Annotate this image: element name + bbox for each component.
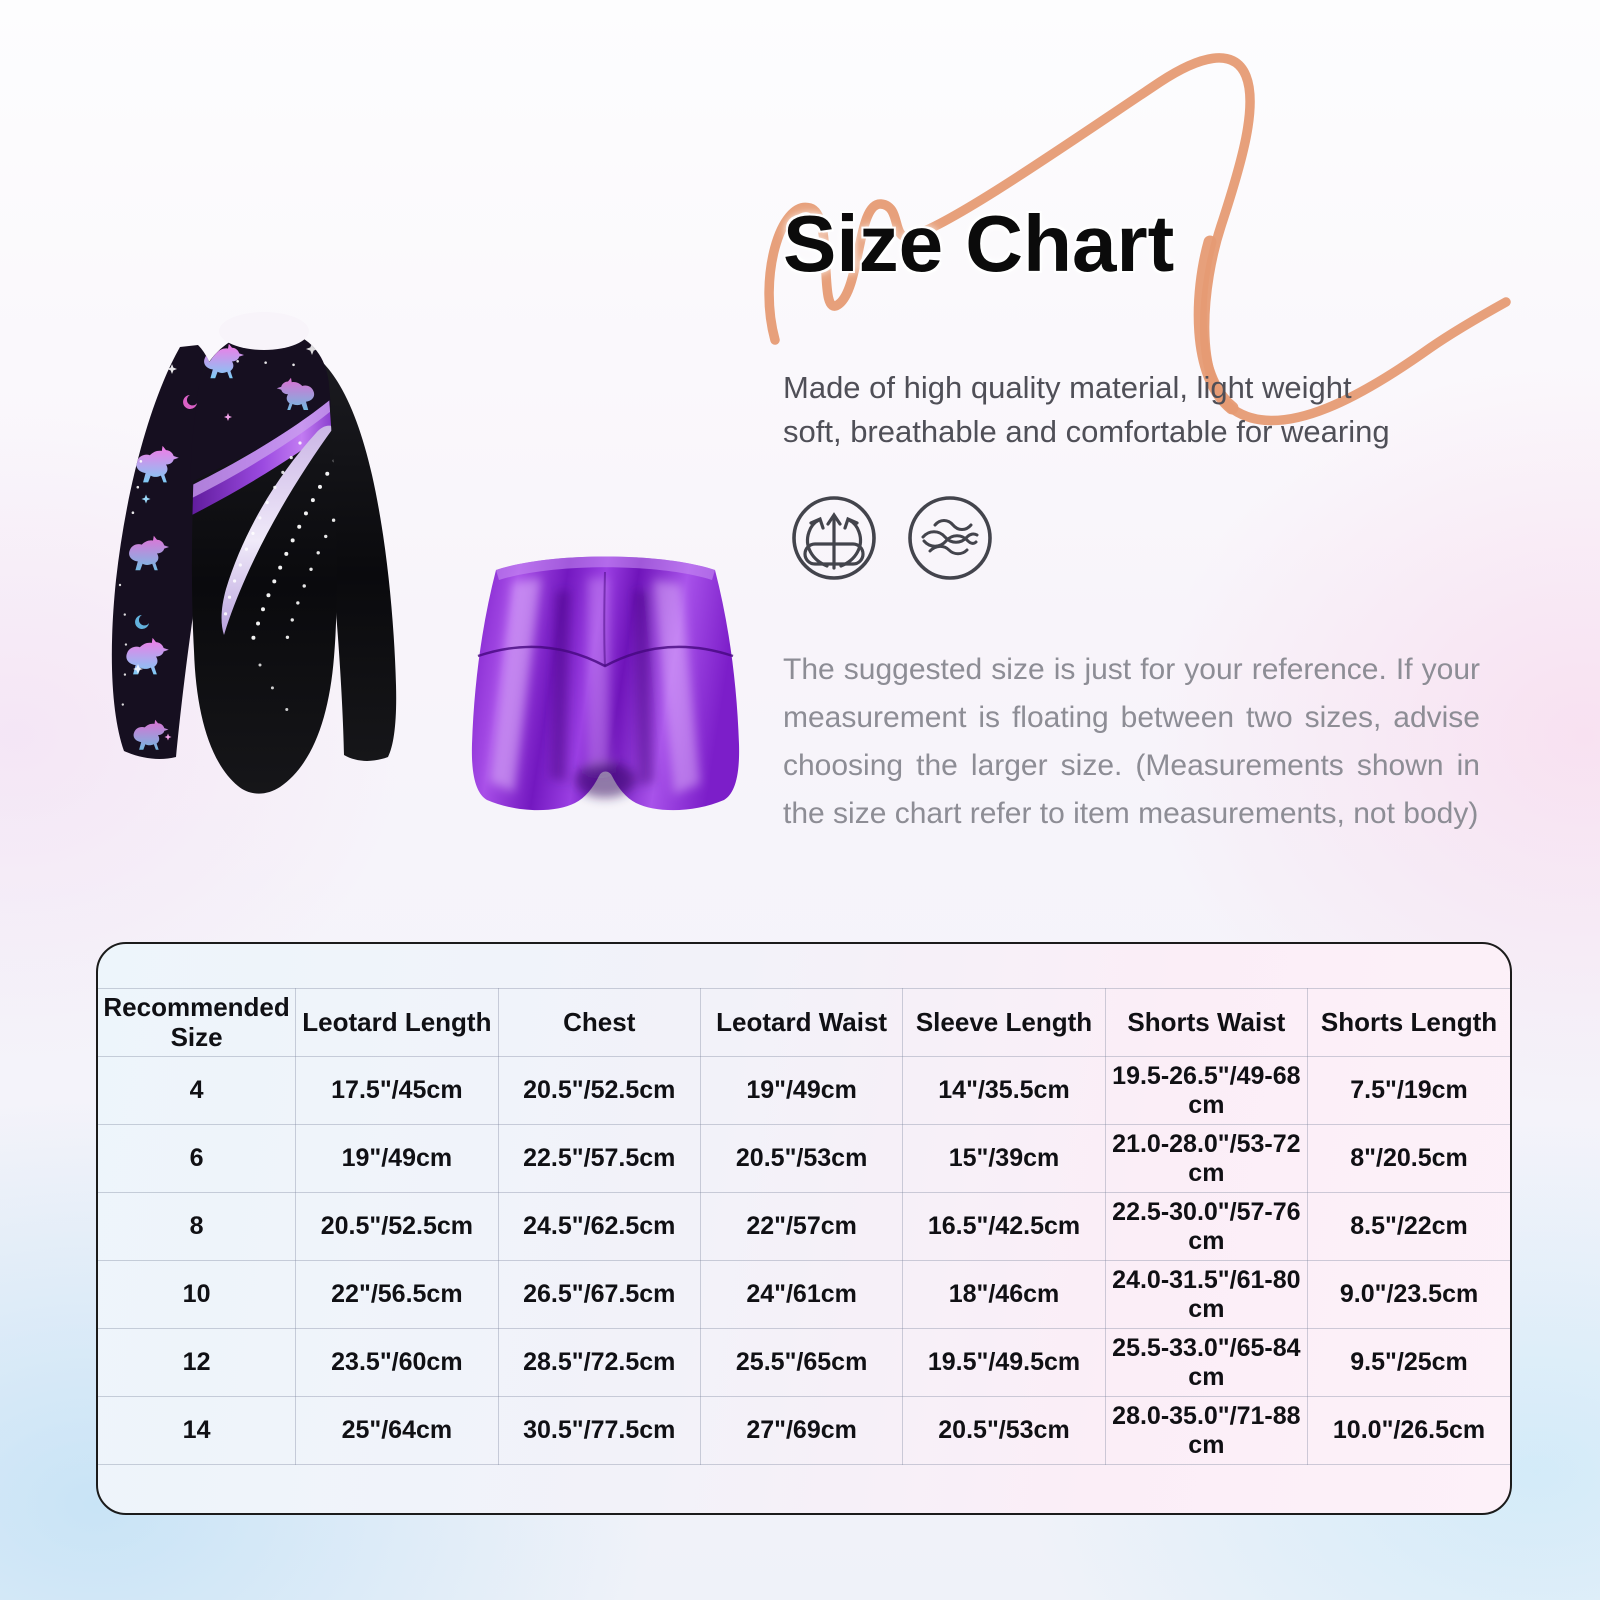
table-row-size-8: 8 20.5"/52.5cm 24.5"/62.5cm 22"/57cm 16.… — [98, 1192, 1510, 1261]
waistband-highlight — [496, 556, 715, 580]
size-cell: 6 — [98, 1124, 297, 1193]
leotard-length-cell: 17.5"/45cm — [295, 1056, 499, 1125]
leotard-length-cell: 20.5"/52.5cm — [295, 1192, 499, 1261]
shorts-length-cell: 8"/20.5cm — [1307, 1124, 1510, 1193]
leotard-length-cell: 22"/56.5cm — [295, 1260, 499, 1329]
unicorn-galaxy-print — [118, 343, 322, 750]
table-row-size-10: 10 22"/56.5cm 26.5"/67.5cm 24"/61cm 18"/… — [98, 1260, 1510, 1329]
shorts-length-cell: 9.0"/23.5cm — [1307, 1260, 1510, 1329]
leotard-waist-cell: 24"/61cm — [699, 1260, 904, 1329]
chest-cell: 28.5"/72.5cm — [497, 1328, 701, 1397]
table-row-size-6: 6 19"/49cm 22.5"/57.5cm 20.5"/53cm 15"/3… — [98, 1124, 1510, 1193]
soft-wave-fabric-icon — [908, 496, 992, 580]
decorative-squiggle — [764, 53, 1511, 426]
shorts-waist-cell: 24.0-31.5"/61-80 cm — [1104, 1260, 1309, 1329]
breathable-fabric-icon — [792, 496, 876, 580]
size-cell: 10 — [98, 1260, 297, 1329]
column-header-leotard-waist: Leotard Waist — [699, 988, 904, 1057]
chest-cell: 26.5"/67.5cm — [497, 1260, 701, 1329]
table-row-size-4: 4 17.5"/45cm 20.5"/52.5cm 19"/49cm 14"/3… — [98, 1056, 1510, 1125]
intro-text: Made of high quality material, light wei… — [783, 366, 1390, 454]
column-header-shorts-waist: Shorts Waist — [1104, 988, 1309, 1057]
sleeve-length-cell: 14"/35.5cm — [902, 1056, 1106, 1125]
neckline-cutout — [219, 312, 309, 350]
size-cell: 12 — [98, 1328, 297, 1397]
leotard-product-image — [111, 312, 397, 794]
page-title: Size Chart — [783, 199, 1175, 288]
size-note: The suggested size is just for your refe… — [783, 653, 1480, 830]
center-seam — [603, 571, 606, 667]
sleeve-length-cell: 15"/39cm — [902, 1124, 1106, 1193]
chest-cell: 30.5"/77.5cm — [497, 1396, 701, 1465]
chest-cell: 22.5"/57.5cm — [497, 1124, 701, 1193]
shorts-waist-cell: 22.5-30.0"/57-76 cm — [1104, 1192, 1309, 1261]
table-row-size-12: 12 23.5"/60cm 28.5"/72.5cm 25.5"/65cm 19… — [98, 1328, 1510, 1397]
shorts-waist-cell: 19.5-26.5"/49-68 cm — [1104, 1056, 1309, 1125]
shorts-length-cell: 8.5"/22cm — [1307, 1192, 1510, 1261]
shorts-length-cell: 9.5"/25cm — [1307, 1328, 1510, 1397]
leotard-waist-cell: 27"/69cm — [699, 1396, 904, 1465]
shorts-waist-cell: 28.0-35.0"/71-88 cm — [1104, 1396, 1309, 1465]
intro-line-1: Made of high quality material, light wei… — [783, 370, 1352, 405]
chest-cell: 20.5"/52.5cm — [497, 1056, 701, 1125]
shorts-length-cell: 10.0"/26.5cm — [1307, 1396, 1510, 1465]
feature-icons — [790, 494, 994, 582]
leotard-length-cell: 25"/64cm — [295, 1396, 499, 1465]
size-table-card: Recommended Size Leotard Length Chest Le… — [96, 942, 1512, 1515]
sleeve-length-cell: 18"/46cm — [902, 1260, 1106, 1329]
shorts-product-image — [471, 556, 740, 811]
shorts-waist-cell: 21.0-28.0"/53-72 cm — [1104, 1124, 1309, 1193]
shorts-waist-cell: 25.5-33.0"/65-84 cm — [1104, 1328, 1309, 1397]
leotard-waist-cell: 25.5"/65cm — [699, 1328, 904, 1397]
chest-cell: 24.5"/62.5cm — [497, 1192, 701, 1261]
column-header-leotard-length: Leotard Length — [295, 988, 499, 1057]
column-header-shorts-length: Shorts Length — [1307, 988, 1510, 1057]
size-cell: 14 — [98, 1396, 297, 1465]
column-header-recommended-size: Recommended Size — [98, 988, 297, 1057]
table-row-size-14: 14 25"/64cm 30.5"/77.5cm 27"/69cm 20.5"/… — [98, 1396, 1510, 1465]
table-header-row: Recommended Size Leotard Length Chest Le… — [98, 988, 1510, 1057]
column-header-chest: Chest — [497, 988, 701, 1057]
leotard-waist-cell: 22"/57cm — [699, 1192, 904, 1261]
size-cell: 4 — [98, 1056, 297, 1125]
size-cell: 8 — [98, 1192, 297, 1261]
leotard-length-cell: 23.5"/60cm — [295, 1328, 499, 1397]
leotard-waist-cell: 19"/49cm — [699, 1056, 904, 1125]
size-table: Recommended Size Leotard Length Chest Le… — [98, 988, 1510, 1465]
leotard-length-cell: 19"/49cm — [295, 1124, 499, 1193]
leotard-waist-cell: 20.5"/53cm — [699, 1124, 904, 1193]
sleeve-length-cell: 20.5"/53cm — [902, 1396, 1106, 1465]
intro-line-2: soft, breathable and comfortable for wea… — [783, 414, 1390, 449]
sleeve-length-cell: 16.5"/42.5cm — [902, 1192, 1106, 1261]
sleeve-length-cell: 19.5"/49.5cm — [902, 1328, 1106, 1397]
column-header-sleeve-length: Sleeve Length — [902, 988, 1106, 1057]
shorts-length-cell: 7.5"/19cm — [1307, 1056, 1510, 1125]
